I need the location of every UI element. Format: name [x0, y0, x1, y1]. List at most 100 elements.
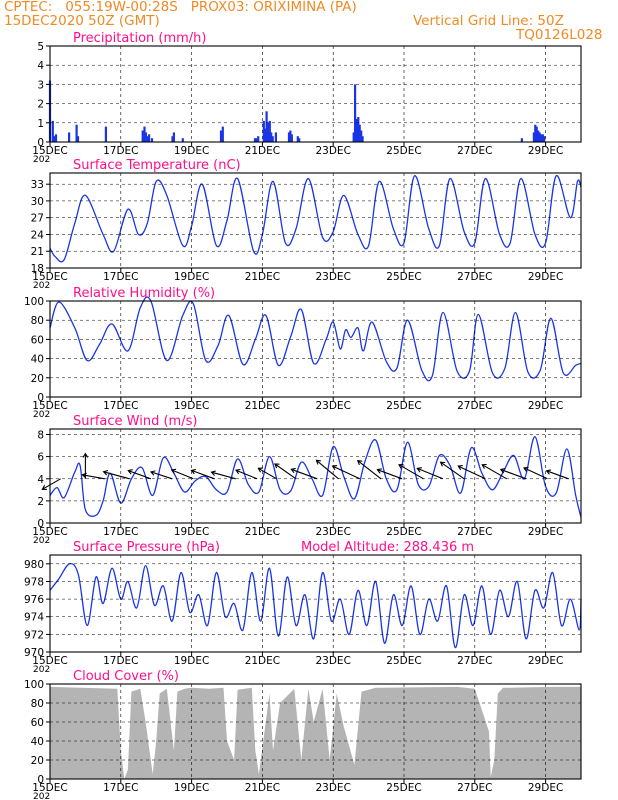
temperature-line — [49, 175, 582, 263]
precip-bar — [104, 126, 107, 142]
wind-arrow — [331, 465, 361, 480]
pressure-line — [49, 562, 582, 649]
y-tick-label: 0 — [37, 774, 44, 786]
x-tick-label: 19DEC — [174, 655, 209, 667]
precip-bar — [520, 138, 523, 142]
precip-bar — [355, 119, 358, 142]
temperature-title: Surface Temperature (nC) — [73, 158, 241, 173]
x-tick-label: 23DEC — [315, 145, 350, 157]
x-tick-label: 29DEC — [528, 526, 563, 538]
model-code: TQ0126L028 — [516, 27, 603, 43]
wind-arrow — [82, 452, 89, 479]
wind-arrow — [102, 469, 130, 480]
precip-bar — [75, 124, 78, 142]
forecast-date: 15DEC2020 50Z (GMT) — [4, 13, 160, 29]
wind-arrow — [398, 463, 424, 480]
chart-header: CPTEC: 055:19W-00:28S PROX03: ORIXIMINA … — [0, 0, 618, 46]
temperature-panel: 18 21 24 27 30 33 15DEC 17DEC 19DEC 21DEC 23DEC 25D… — [31, 158, 582, 291]
wind-arrow — [499, 468, 527, 480]
x-tick-label: 23DEC — [315, 271, 350, 283]
y-tick-label: 5 — [37, 41, 44, 53]
wind-arrow — [290, 467, 318, 480]
x-tick-label: 21DEC — [245, 400, 280, 412]
pressure-panel: 970 972 974 976 978 980 15DEC 17DEC 19DEC 21DEC 23… — [24, 540, 582, 675]
y-tick-label: 1 — [37, 118, 44, 130]
year-label: 202 — [33, 155, 50, 165]
x-tick-label: 29DEC — [528, 655, 563, 667]
x-tick-label: 19DEC — [174, 400, 209, 412]
precip-bar — [274, 132, 277, 142]
precip-bar — [51, 120, 54, 142]
wind-panel: 0 2 4 6 8 15DEC 17DEC 19DEC 21DEC 23DEC 25DEC 27DEC… — [32, 414, 582, 546]
wind-title: Surface Wind (m/s) — [73, 414, 197, 429]
x-tick-label: 15DEC — [32, 782, 67, 794]
precip-bar — [361, 136, 364, 142]
x-tick-label: 27DEC — [457, 655, 492, 667]
y-tick-label: 0 — [37, 137, 44, 149]
wind-arrow — [356, 460, 382, 480]
x-tick-label: 25DEC — [386, 271, 421, 283]
precip-bar — [172, 132, 175, 142]
x-tick-label: 19DEC — [174, 271, 209, 283]
y-tick-label: 40 — [31, 736, 44, 748]
x-tick-label: 19DEC — [174, 526, 209, 538]
pressure-frame — [49, 554, 582, 653]
x-tick-label: 23DEC — [315, 655, 350, 667]
precip-bar — [532, 132, 535, 142]
wind-arrow — [376, 468, 403, 480]
y-tick-label: 100 — [24, 296, 44, 308]
y-tick-label: 60 — [31, 717, 44, 729]
x-tick-label: 15DEC — [32, 655, 67, 667]
temperature-frame — [49, 172, 582, 269]
precip-bar — [76, 136, 80, 142]
precip-bar — [358, 124, 361, 142]
year-label: 202 — [33, 410, 50, 420]
x-tick-label: 27DEC — [457, 526, 492, 538]
wind-arrow — [315, 459, 339, 480]
pressure-subtitle: Model Altitude: 288.436 m — [301, 540, 474, 555]
y-tick-label: 972 — [24, 629, 44, 641]
wind-arrow — [81, 472, 105, 480]
grid-line-note: Vertical Grid Line: 50Z — [413, 13, 564, 29]
x-tick-label: 17DEC — [103, 655, 138, 667]
y-tick-label: 80 — [31, 315, 44, 327]
precip-bar — [360, 130, 363, 142]
precip-frame — [49, 45, 582, 143]
x-tick-label: 25DEC — [386, 145, 421, 157]
precip-bar — [535, 126, 538, 142]
x-tick-label: 29DEC — [528, 782, 563, 794]
x-tick-label: 27DEC — [457, 145, 492, 157]
cloud-panel: 0 20 40 60 80 100 15DEC 17DEC 19DEC 21DEC 23DEC 25D… — [24, 669, 582, 800]
x-tick-label: 15DEC — [32, 271, 67, 283]
x-tick-label: 19DEC — [174, 145, 209, 157]
precip-bar — [543, 136, 546, 142]
x-tick-label: 15DEC — [32, 145, 67, 157]
y-tick-label: 21 — [31, 246, 44, 258]
precip-bar — [268, 120, 271, 142]
precip-bar — [262, 120, 265, 142]
x-tick-label: 17DEC — [103, 145, 138, 157]
precip-bar — [54, 134, 58, 142]
precip-bar — [267, 122, 270, 142]
y-tick-label: 60 — [31, 334, 44, 346]
y-tick-label: 0 — [37, 392, 44, 404]
precip-bar — [265, 111, 268, 142]
station-line: CPTEC: 055:19W-00:28S PROX03: ORIXIMINA … — [4, 0, 357, 15]
humidity-frame — [49, 300, 582, 398]
x-tick-label: 15DEC — [32, 400, 67, 412]
precip-bar — [219, 130, 223, 142]
y-tick-label: 80 — [31, 698, 44, 710]
year-label: 202 — [33, 792, 50, 800]
x-tick-label: 25DEC — [386, 655, 421, 667]
precip-bar — [289, 130, 292, 142]
precip-bar — [146, 136, 149, 142]
precip-bar — [541, 134, 544, 142]
wind-line — [49, 436, 582, 518]
x-tick-label: 19DEC — [174, 782, 209, 794]
precip-bar — [537, 130, 540, 142]
wind-arrow — [210, 470, 236, 480]
precip-bar — [68, 132, 71, 142]
y-tick-label: 8 — [37, 430, 44, 442]
wind-arrow — [127, 469, 152, 480]
